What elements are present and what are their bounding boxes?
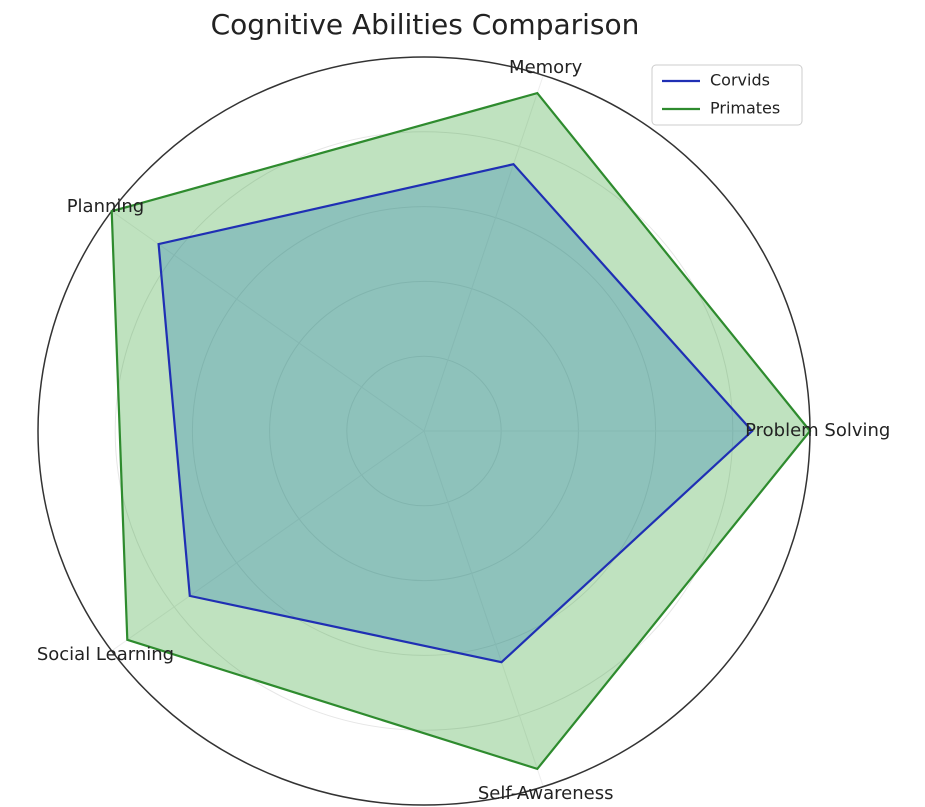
chart-title: Cognitive Abilities Comparison [211, 8, 640, 41]
legend-label: Corvids [710, 71, 770, 90]
axis-label: Problem Solving [745, 420, 890, 441]
axis-label: Memory [509, 57, 583, 78]
grid-spoke [111, 430, 425, 652]
grid-spoke [423, 75, 544, 432]
axis-label: Social Learning [37, 644, 174, 665]
series-area [158, 164, 753, 663]
series-line [157, 162, 754, 664]
axis-label: Planning [67, 196, 145, 217]
legend: Corvids Primates [651, 64, 803, 126]
axis-label: Self-Awareness [478, 783, 614, 804]
legend-label: Primates [710, 99, 780, 118]
grid-spoke [423, 430, 544, 787]
grid-spoke [111, 210, 425, 432]
series-area [111, 93, 810, 769]
series-line [110, 91, 812, 771]
